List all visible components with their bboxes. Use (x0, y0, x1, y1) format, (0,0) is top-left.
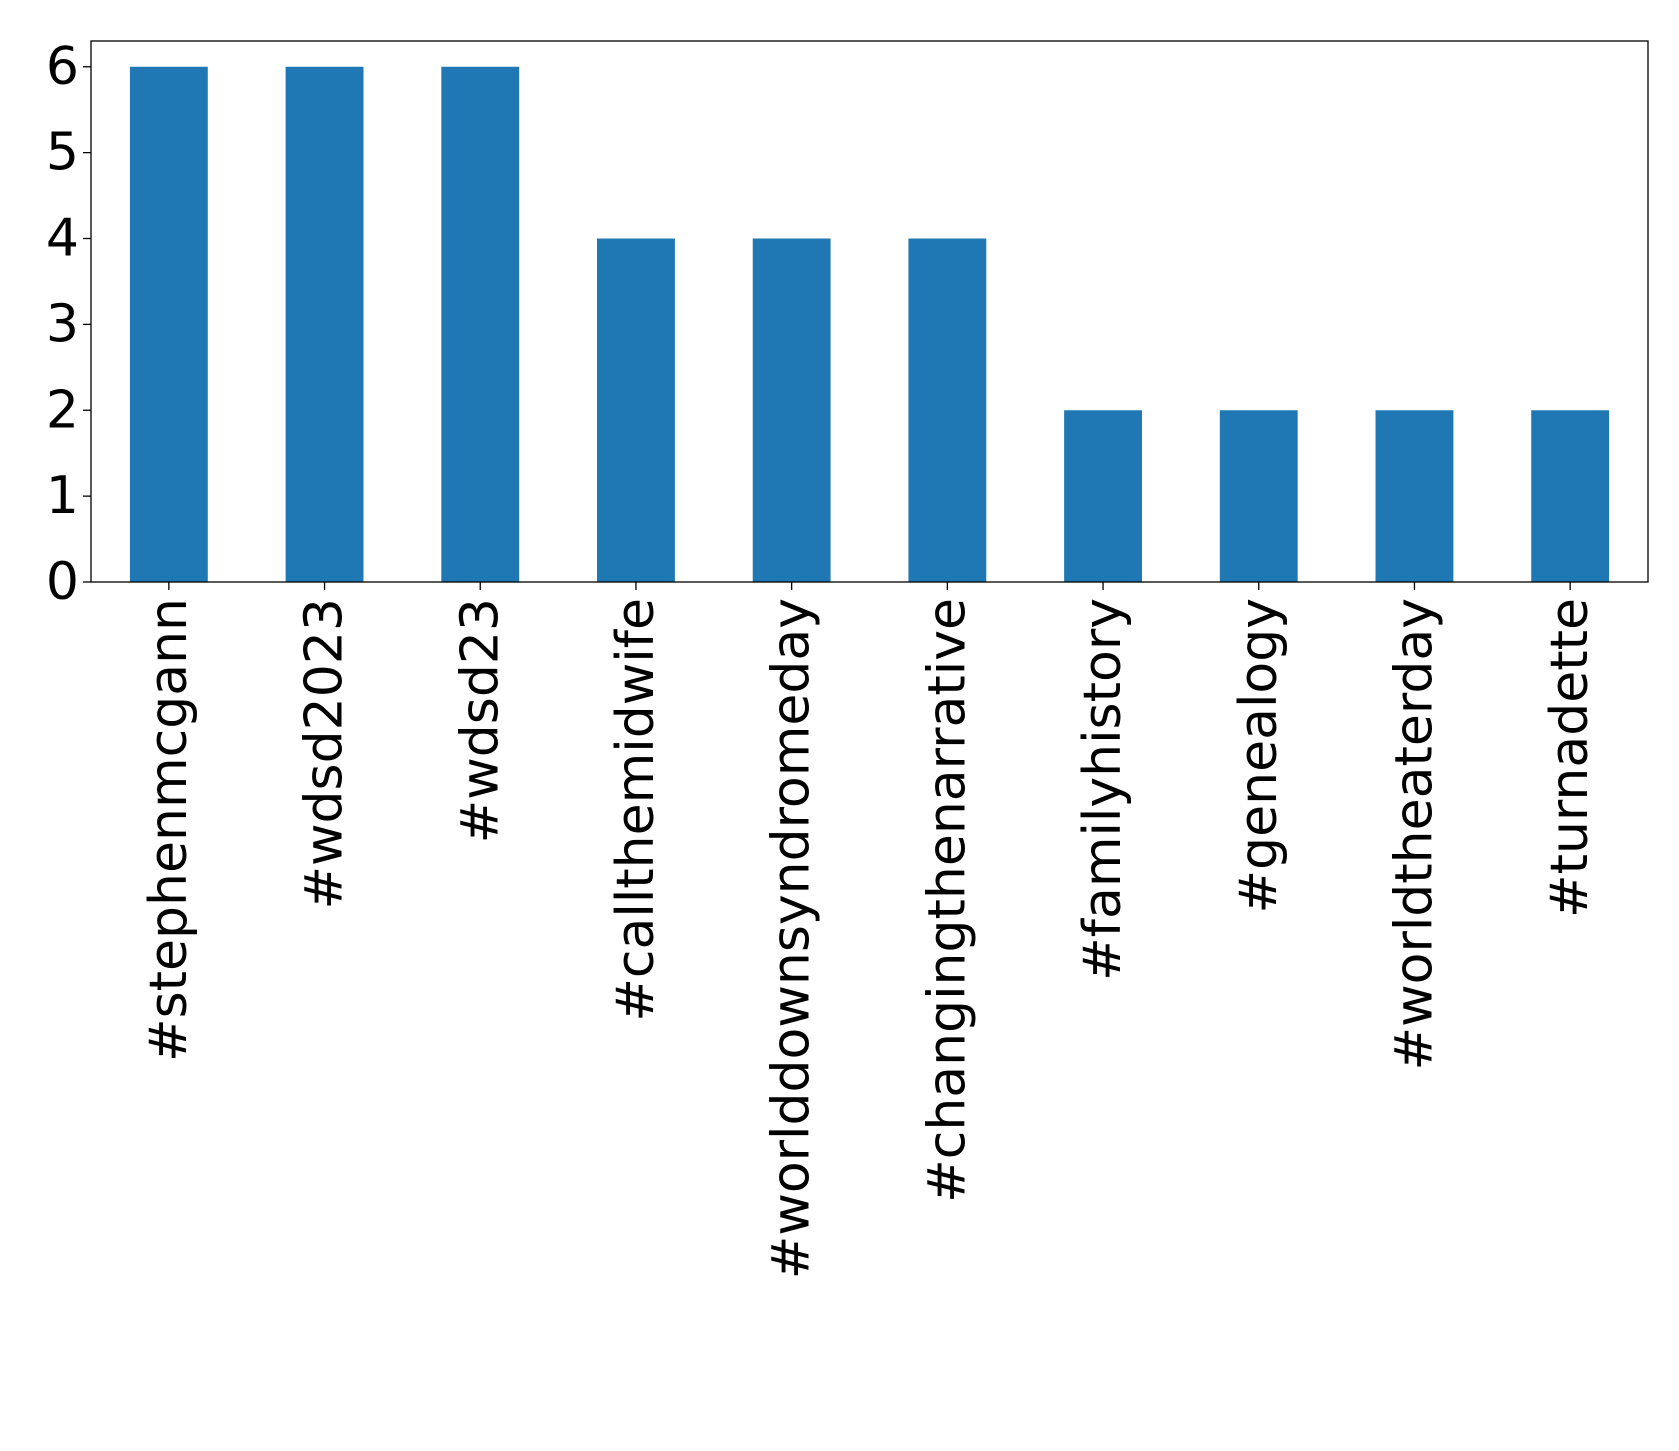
y-tick-label: 4 (46, 209, 79, 269)
y-tick-label: 5 (46, 123, 79, 183)
bar-worlddownsyndromeday (752, 238, 831, 582)
y-tick-label: 1 (46, 466, 79, 526)
bar-stephenmcgann (129, 66, 208, 582)
x-tick-label: #wdsd2023 (295, 598, 355, 910)
y-tick-label: 0 (46, 552, 79, 612)
bars-layer (129, 66, 1610, 582)
x-tick-label: #wdsd23 (450, 598, 510, 843)
bar-wdsd23 (441, 66, 520, 582)
x-tick-label: #worldtheaterday (1384, 598, 1444, 1070)
x-tick-label: #changingthenarrative (917, 598, 977, 1203)
bar-familyhistory (1064, 410, 1142, 582)
y-axis: 0 1 2 3 4 5 6 (46, 37, 91, 612)
bar-changingthenarrative (908, 238, 987, 582)
bar-genealogy (1219, 410, 1298, 582)
x-tick-label: #stephenmcgann (139, 598, 199, 1062)
x-tick-label: #callthemidwife (606, 598, 666, 1022)
bar-wdsd2023 (285, 66, 364, 582)
y-tick-label: 3 (46, 294, 79, 354)
x-tick-label: #genealogy (1229, 598, 1289, 913)
plot-frame (90, 40, 1649, 583)
x-tick-label: #familyhistory (1073, 598, 1133, 981)
x-tick-label: #worlddownsyndromeday (762, 598, 822, 1279)
bar-callthemidwife (597, 238, 675, 582)
bar-worldtheaterday (1375, 410, 1454, 582)
y-tick-label: 6 (46, 37, 79, 97)
y-tick-label: 2 (46, 380, 79, 440)
bar-turnadette (1531, 410, 1610, 582)
x-tick-label: #turnadette (1540, 598, 1600, 918)
x-axis: #stephenmcgann #wdsd2023 #wdsd23 #callthemi… (139, 582, 1600, 1279)
